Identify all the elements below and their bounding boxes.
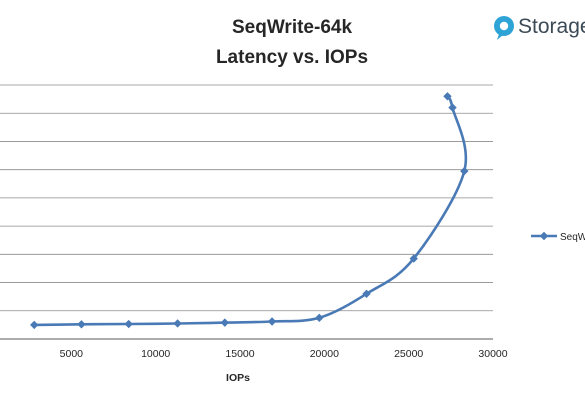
x-tick-labels: 5000 10000 15000 20000 25000 30000 bbox=[60, 348, 508, 360]
chart-title-line-2: Latency vs. IOPs bbox=[216, 47, 368, 68]
x-tick-label: 10000 bbox=[141, 348, 170, 360]
legend: SeqW bbox=[531, 231, 585, 243]
gridlines bbox=[0, 84, 493, 312]
legend-label: SeqW bbox=[560, 232, 585, 243]
series-line bbox=[32, 95, 468, 327]
data-point bbox=[409, 254, 418, 263]
x-tick-label: 15000 bbox=[225, 348, 254, 360]
data-point bbox=[220, 318, 230, 327]
data-point bbox=[443, 92, 452, 101]
x-tick-label: 30000 bbox=[478, 348, 507, 360]
chart-title-line-1: SeqWrite-64k bbox=[232, 17, 352, 38]
x-tick-label: 20000 bbox=[310, 348, 339, 360]
data-point bbox=[77, 320, 86, 329]
x-tick-label: 25000 bbox=[394, 348, 423, 360]
data-point bbox=[362, 289, 371, 299]
data-point bbox=[460, 166, 469, 176]
legend-marker bbox=[539, 231, 549, 241]
data-point bbox=[267, 317, 277, 326]
chart-title: SeqWrite-64k Latency vs. IOPs bbox=[216, 17, 368, 68]
storagereview-logo-icon bbox=[494, 16, 514, 40]
data-point bbox=[448, 103, 457, 112]
data-point bbox=[315, 313, 324, 323]
logo-text: Storage bbox=[518, 15, 585, 38]
data-point bbox=[124, 319, 133, 329]
x-tick-label: 5000 bbox=[60, 348, 84, 360]
series-plot bbox=[30, 92, 469, 330]
data-point bbox=[173, 319, 182, 328]
storage-logo: Storage bbox=[494, 15, 585, 40]
x-axis-title: IOPs bbox=[226, 372, 250, 384]
data-point bbox=[30, 320, 39, 330]
